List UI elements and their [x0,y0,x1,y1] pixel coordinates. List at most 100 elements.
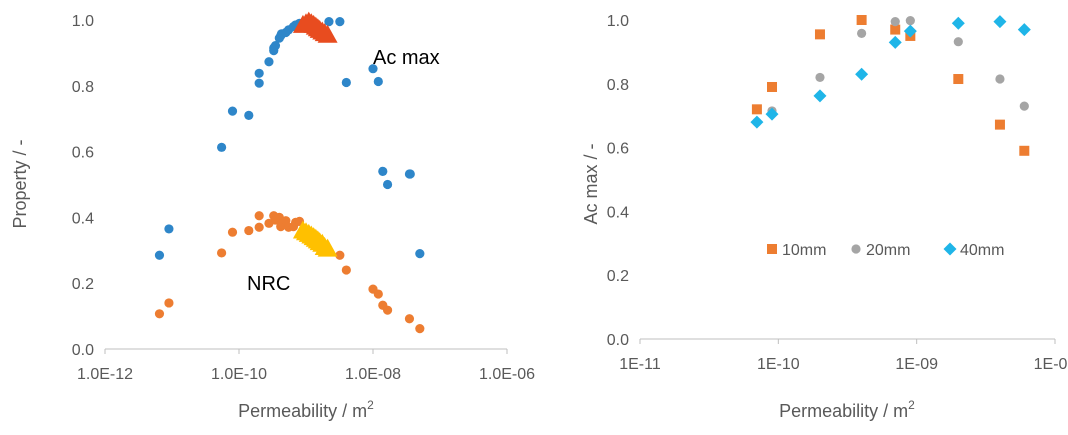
square-point [767,81,778,92]
diamond-point [951,16,965,30]
circle-point [335,250,345,260]
square-point [890,24,901,35]
series-3 [750,15,1031,129]
circle-point [164,224,174,234]
y-axis-label: Property / - [10,139,30,228]
series-4 [292,220,338,257]
chart-annotation: Ac max [373,47,440,69]
legend-label: 40mm [960,242,1004,259]
square-point [1019,145,1030,156]
y-tick-label: 0.6 [72,145,94,162]
circle-point [373,76,383,87]
circle-point [154,309,165,319]
circle-point [254,68,264,78]
legend-diamond-marker [943,242,957,256]
circle-point [995,74,1005,84]
circle-point [1019,101,1029,111]
y-tick-label: 0.6 [607,141,629,158]
x-axis-label-text: Permeability / m [779,401,908,421]
diamond-point [855,67,869,81]
series-1 [154,17,425,260]
y-tick-label: 0.2 [607,268,629,285]
x-axis-label: Permeability / m2 [238,398,374,421]
y-tick-label: 1.0 [72,13,94,30]
circle-point [254,222,264,232]
circle-point [270,41,281,51]
circle-point [905,16,915,26]
circle-point [341,265,351,275]
circle-point [324,17,334,27]
y-tick-label: 0.8 [607,77,629,94]
y-tick-label: 0.0 [72,342,94,359]
y-tick-label: 0.0 [607,332,629,349]
x-tick-label: 1E-09 [895,356,938,373]
x-tick-label: 1E-08 [1034,356,1068,373]
legend: 10mm 20mm 40mm [767,242,1004,259]
x-tick-label: 1.0E-08 [345,366,401,383]
y-axis-label: Ac max / - [581,143,601,224]
circle-point [227,106,238,116]
circle-point [405,169,415,179]
triangle-point [317,238,338,257]
diamond-point [903,24,917,38]
circle-point [244,110,254,121]
diamond-point [1017,23,1031,37]
y-tick-label: 0.2 [72,276,94,293]
circle-point [373,289,383,299]
chart-annotation: NRC [247,273,290,295]
series-3 [292,11,338,43]
legend-label: 10mm [782,242,826,259]
circle-point [404,314,415,324]
circle-point [890,16,900,27]
x-axis-label-superscript: 2 [908,398,915,412]
circle-point [857,28,867,38]
circle-point [368,64,378,74]
diamond-point [993,15,1007,29]
legend-square-marker [767,244,777,254]
x-tick-label: 1.0E-06 [479,366,535,383]
y-tick-label: 0.4 [607,204,629,221]
circle-point [382,305,393,315]
x-axis-label-superscript: 2 [367,398,374,412]
x-tick-label: 1E-11 [619,356,661,373]
triangle-point [317,24,338,43]
legend-circle-marker [851,244,861,254]
square-point [856,15,867,25]
series-1 [751,15,1030,156]
x-tick-label: 1E-10 [757,356,800,373]
diamond-point [750,115,764,129]
square-point [751,104,762,115]
circle-point [164,298,174,308]
square-point [814,29,825,40]
circle-point [217,248,227,258]
circle-point [378,166,388,176]
x-axis-label: Permeability / m2 [779,398,915,421]
x-tick-label: 1.0E-12 [77,366,133,383]
circle-point [335,17,345,27]
diamond-point [765,107,779,121]
circle-point [264,57,274,67]
series-2 [752,16,1029,127]
series-2 [154,211,425,334]
circle-point [415,324,425,334]
circle-point [415,248,425,259]
legend-label: 20mm [866,242,910,259]
circle-point [254,211,264,221]
chart-1: 1.0E-12 1.0E-10 1.0E-08 1.0E-06 0.0 0.2 0.4 0.6… [10,11,535,421]
circle-point [217,142,227,152]
y-tick-label: 0.4 [72,210,94,227]
square-point [953,74,964,85]
circle-point [382,179,393,190]
diamond-point [813,89,827,103]
diamond-point [888,35,902,49]
square-point [994,119,1005,130]
circle-point [815,72,825,83]
circle-point [154,250,165,260]
chart-2: 1E-11 1E-10 1E-09 1E-08 0.0 0.2 0.4 0.6 0.8 1.0 Pe… [581,13,1068,421]
y-tick-label: 1.0 [607,13,629,30]
y-tick-label: 0.8 [72,79,94,96]
circle-point [254,78,264,88]
circle-point [244,225,254,236]
x-tick-label: 1.0E-10 [211,366,267,383]
